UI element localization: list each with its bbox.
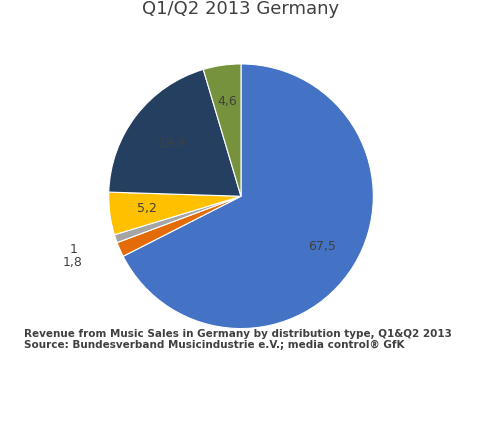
Wedge shape [203,64,241,196]
Text: Revenue from Music Sales in Germany by distribution type, Q1&Q2 2013
Source: Bun: Revenue from Music Sales in Germany by d… [24,329,452,350]
Text: 4,6: 4,6 [217,96,237,108]
Wedge shape [114,196,241,243]
Title: Music Sales by Distribution Type
Q1/Q2 2013 Germany: Music Sales by Distribution Type Q1/Q2 2… [95,0,387,18]
Wedge shape [123,64,373,329]
Text: 67,5: 67,5 [308,239,336,253]
Wedge shape [109,192,241,235]
Text: 19,9: 19,9 [159,137,187,150]
Text: 1,8: 1,8 [63,256,83,269]
Text: 5,2: 5,2 [136,202,157,215]
Wedge shape [117,196,241,256]
Wedge shape [109,69,241,196]
Text: 1: 1 [70,243,78,256]
